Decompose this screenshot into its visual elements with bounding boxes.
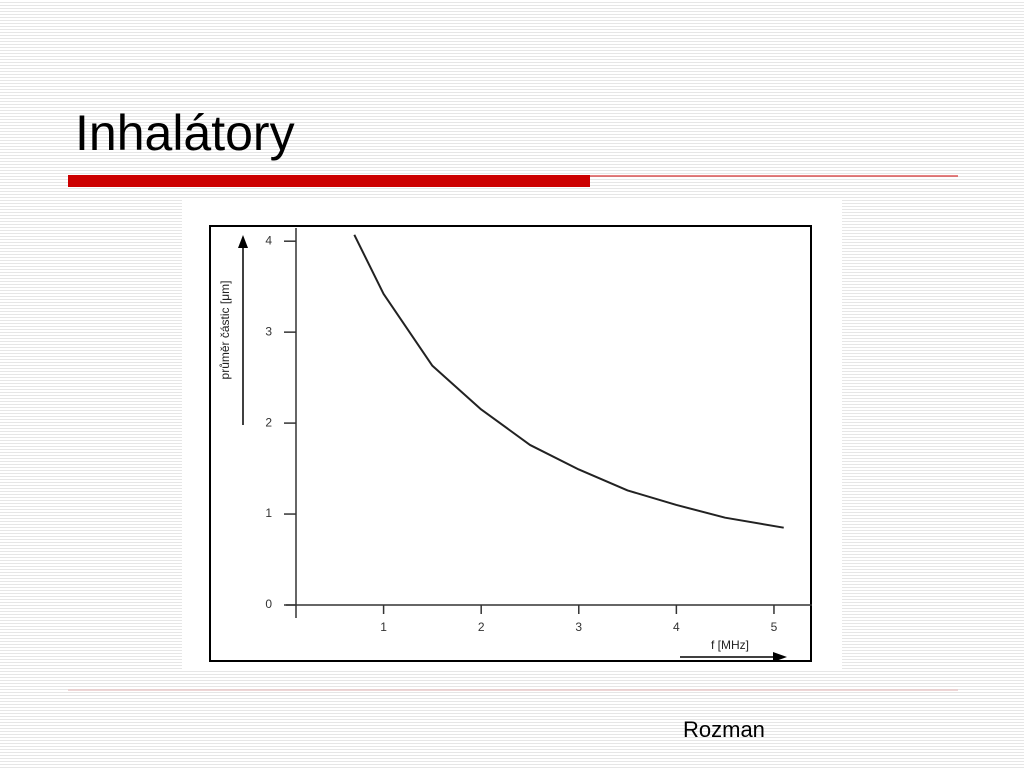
x-tick-label: 3 [575, 620, 582, 634]
data-line [353, 234, 784, 529]
slide-footer: Rozman [683, 717, 765, 742]
slide-title: Inhalátory [75, 105, 295, 161]
chart-frame [209, 225, 812, 662]
x-tick-label: 4 [673, 620, 680, 634]
chart-background [182, 198, 842, 670]
x-tick-label: 1 [380, 620, 387, 634]
y-tick-label: 0 [265, 597, 272, 611]
y-arrow-head [238, 235, 248, 248]
y-tick-label: 3 [265, 324, 272, 338]
y-tick-label: 2 [265, 415, 272, 429]
y-tick-label: 1 [265, 506, 272, 520]
x-tick-label: 2 [478, 620, 485, 634]
y-axis-label: průměr částic [μm] [218, 281, 232, 380]
title-bar [68, 175, 590, 187]
x-arrow-head [773, 652, 787, 662]
y-tick-label: 4 [265, 233, 272, 247]
x-axis-label: f [MHz] [711, 638, 749, 652]
x-tick-label: 5 [771, 620, 778, 634]
